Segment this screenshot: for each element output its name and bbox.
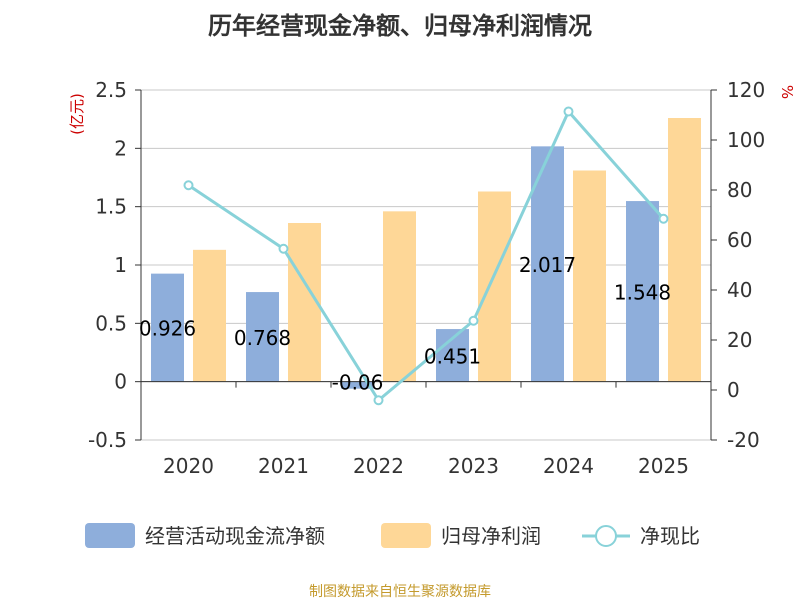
- ratio-line-path: [187, 108, 665, 403]
- left-tick-label: 2: [114, 136, 127, 160]
- right-tick-label: 120: [727, 78, 765, 102]
- left-tick-label: 1: [114, 253, 127, 277]
- left-tick-label: 0: [114, 370, 127, 394]
- cashflow-data-label: -0.06: [332, 371, 384, 395]
- legend-item-0[interactable]: 经营活动现金流净额: [85, 523, 325, 548]
- cashflow-bar: [341, 381, 374, 389]
- netprofit-bar: [383, 211, 416, 382]
- legend-label: 归母净利润: [441, 524, 541, 548]
- cashflow-data-label: 0.926: [139, 317, 196, 341]
- right-tick-label: 60: [727, 228, 752, 252]
- legend-swatch: [381, 523, 431, 548]
- right-tick-label: -20: [727, 428, 760, 452]
- category-label: 2021: [258, 454, 309, 478]
- legend-label: 经营活动现金流净额: [145, 524, 325, 548]
- right-tick-label: 100: [727, 128, 765, 152]
- legend[interactable]: 经营活动现金流净额 归母净利润 净现比: [85, 523, 700, 548]
- cashflow-data-label: 2.017: [519, 253, 576, 277]
- legend-item-1[interactable]: 归母净利润: [381, 523, 541, 548]
- cashflow-bar: [151, 273, 184, 382]
- left-tick-label: 2.5: [95, 78, 127, 102]
- left-axis-title: (亿元): [68, 93, 86, 135]
- category-label: 2023: [448, 454, 499, 478]
- netprofit-bar: [668, 118, 701, 382]
- legend-item-2[interactable]: 净现比: [582, 524, 700, 548]
- right-tick-label: 40: [727, 278, 752, 302]
- category-label: 2020: [163, 454, 214, 478]
- right-axis-title: %: [778, 85, 796, 99]
- cashflow-data-label: 1.548: [614, 280, 671, 304]
- legend-marker: [595, 525, 617, 547]
- ratio-point: [183, 180, 194, 191]
- right-tick-label: 80: [727, 178, 752, 202]
- ratio-point: [658, 213, 669, 224]
- axes: -0.5 0 0.5 1 1.5 2 2.5 -20 0 20 40 60 80 100 120 (亿元)% 2…: [68, 78, 796, 478]
- legend-swatch: [85, 523, 135, 548]
- category-label: 2025: [638, 454, 689, 478]
- ratio-point: [278, 243, 289, 254]
- category-label: 2024: [543, 454, 594, 478]
- ratio-line: [183, 106, 669, 406]
- right-tick-label: 20: [727, 328, 752, 352]
- ratio-point: [373, 395, 384, 406]
- cashflow-bar: [246, 292, 279, 382]
- cashflow-bar: [626, 201, 659, 382]
- left-tick-label: 0.5: [95, 311, 127, 335]
- ratio-point: [468, 315, 479, 326]
- source-note: 制图数据来自恒生聚源数据库: [309, 584, 491, 600]
- ratio-point: [563, 106, 574, 117]
- chart-title: 历年经营现金净额、归母净利润情况: [208, 12, 592, 40]
- cashflow-data-label: 0.768: [234, 326, 291, 350]
- category-label: 2022: [353, 454, 404, 478]
- left-tick-label: -0.5: [88, 428, 127, 452]
- bars: [151, 118, 701, 389]
- right-tick-label: 0: [727, 378, 740, 402]
- netprofit-bar: [573, 170, 606, 382]
- left-tick-label: 1.5: [95, 195, 127, 219]
- cashflow-data-label: 0.451: [424, 344, 481, 368]
- data-labels: 0.926 0.768 -0.06 0.451 2.017 1.548: [139, 253, 671, 395]
- netprofit-bar: [193, 249, 226, 382]
- netprofit-bar: [478, 191, 511, 382]
- legend-label: 净现比: [640, 524, 700, 548]
